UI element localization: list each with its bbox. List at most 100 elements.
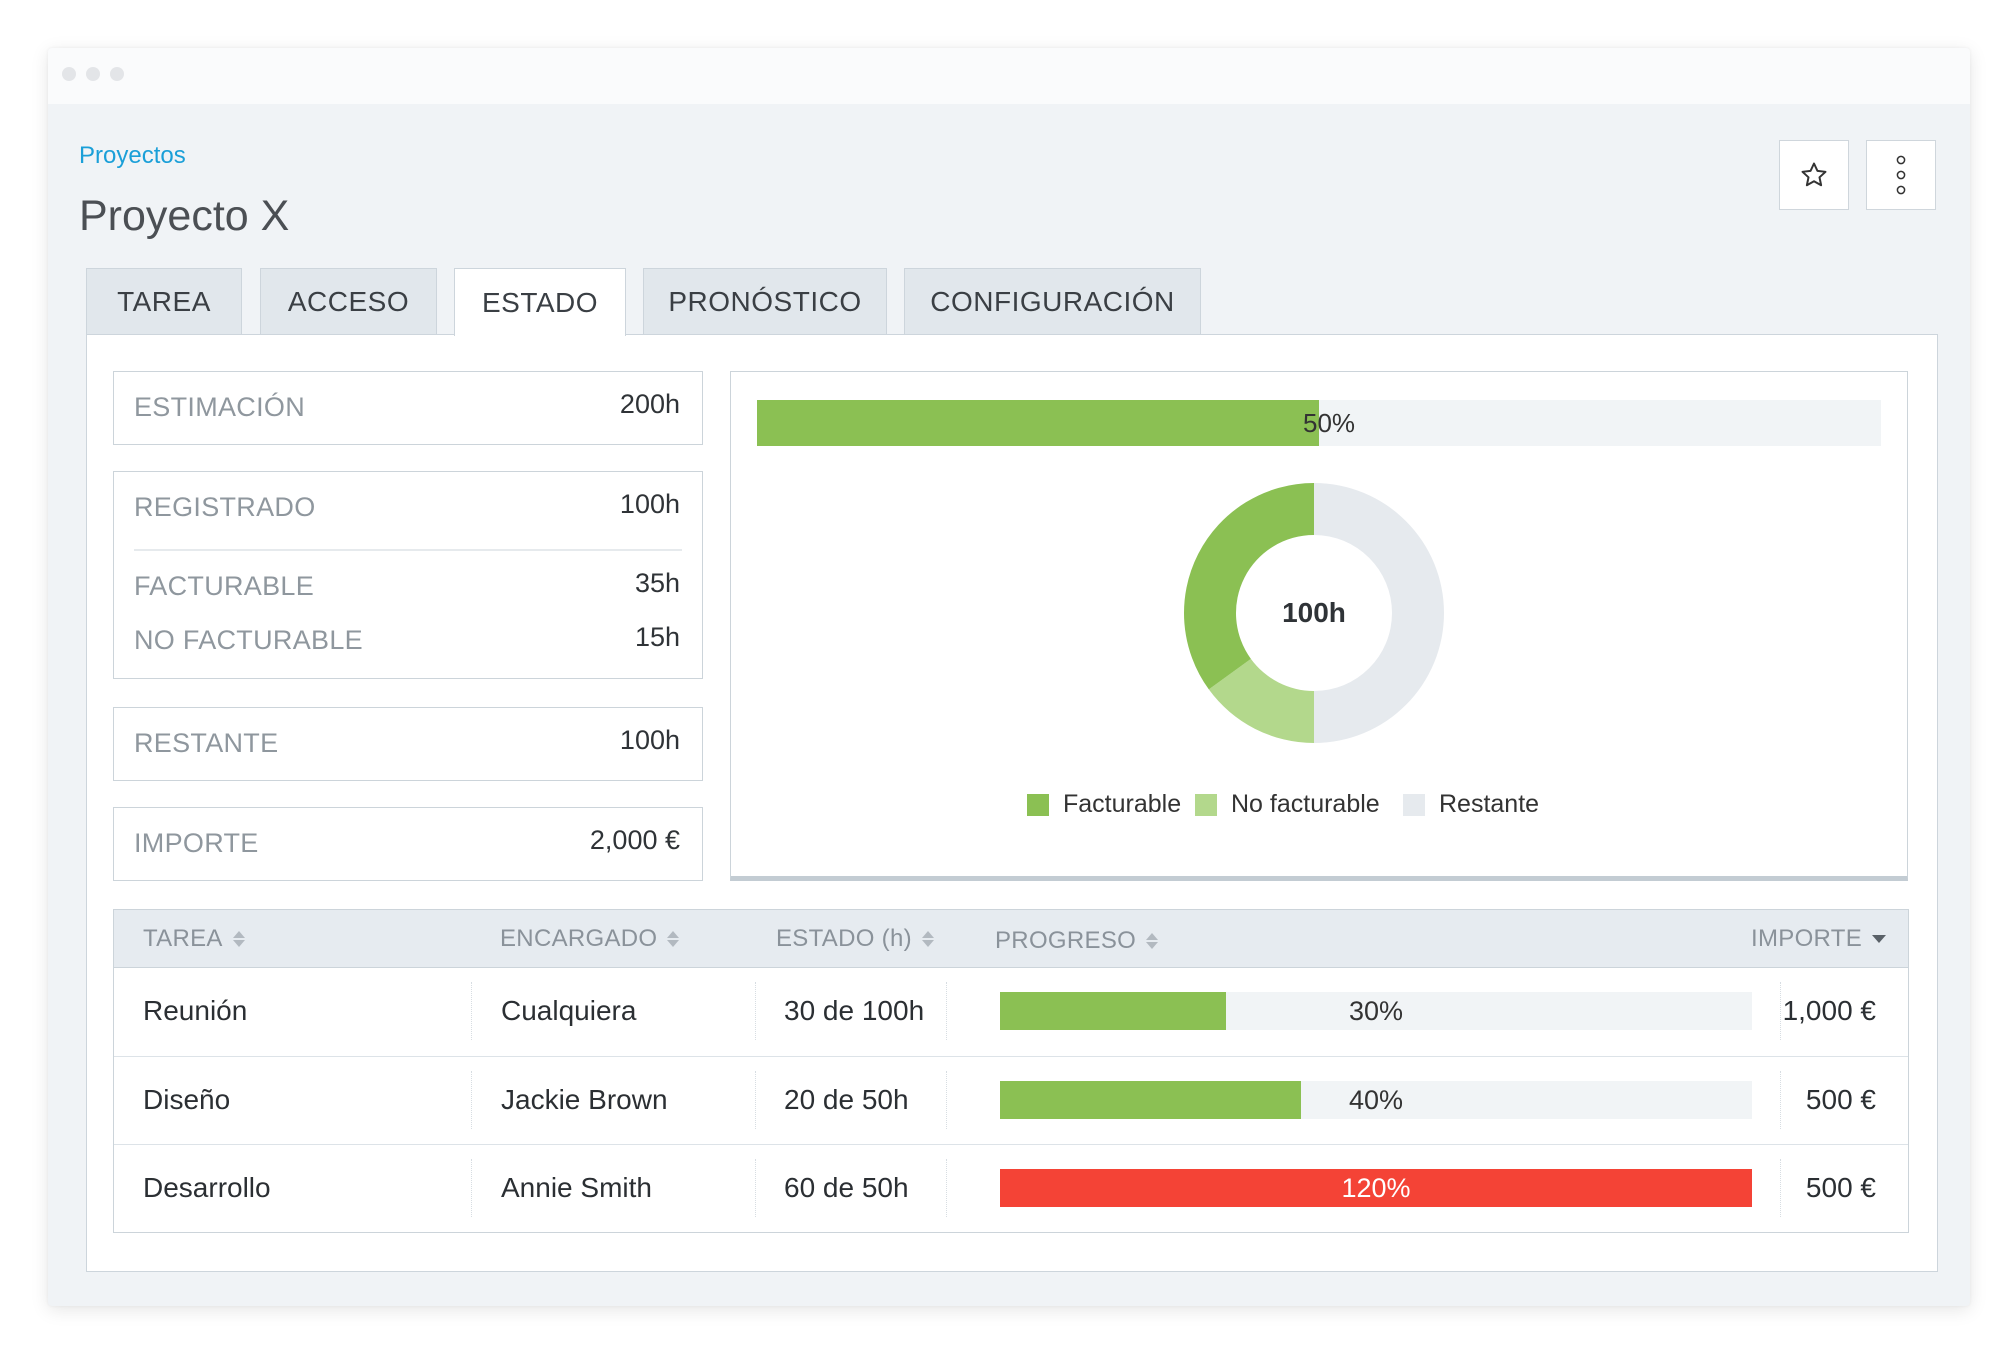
- importe-value: 2,000 €: [589, 825, 680, 855]
- column-divider: [755, 1159, 756, 1217]
- donut-chart: 100h: [1183, 482, 1445, 744]
- column-header-importe[interactable]: IMPORTE: [1751, 925, 1887, 953]
- legend-swatch: [1027, 793, 1049, 816]
- legend-item-restante[interactable]: Restante: [1403, 790, 1539, 819]
- row-progress-bar: 40%: [1000, 1081, 1752, 1119]
- cell-estado: 30 de 100h: [784, 995, 925, 1026]
- registrado-value: 100h: [619, 489, 680, 519]
- donut-center-label: 100h: [1282, 597, 1346, 628]
- legend-swatch: [1195, 793, 1217, 816]
- breadcrumb-proyectos[interactable]: Proyectos: [79, 142, 186, 169]
- divider: [134, 549, 682, 551]
- facturable-value: 35h: [634, 568, 680, 598]
- row-progress-fill: [1000, 992, 1226, 1030]
- estimacion-card: ESTIMACIÓN 200h: [113, 371, 703, 445]
- tab-pronostico[interactable]: PRONÓSTICO: [643, 268, 887, 334]
- legend-swatch: [1403, 793, 1425, 816]
- tab-estado[interactable]: ESTADO: [454, 268, 626, 336]
- cell-encargado: Cualquiera: [501, 995, 637, 1026]
- column-divider: [755, 1071, 756, 1129]
- column-header-label: ESTADO (h): [776, 925, 912, 952]
- estado-panel: ESTIMACIÓN 200h REGISTRADO 100h FACTURAB…: [86, 334, 1938, 1272]
- estimacion-label: ESTIMACIÓN: [134, 392, 306, 422]
- table-header: TAREA ENCARGADO ESTADO (h) PROGRESO IMPO…: [114, 910, 1908, 968]
- column-divider: [755, 982, 756, 1040]
- donut-slice-facturable[interactable]: [1184, 483, 1314, 690]
- cell-tarea: Diseño: [143, 1084, 231, 1115]
- registrado-label: REGISTRADO: [134, 492, 316, 522]
- tab-acceso[interactable]: ACCESO: [260, 268, 437, 334]
- window-dot-close[interactable]: [62, 67, 76, 81]
- legend-label: No facturable: [1231, 790, 1380, 818]
- column-header-label: TAREA: [143, 925, 223, 952]
- app-window: Proyectos Proyecto X TAREA ACCESO ESTADO…: [48, 48, 1970, 1306]
- overall-progress-label: 50%: [1303, 408, 1356, 438]
- cell-tarea: Desarrollo: [143, 1172, 271, 1203]
- window-dot-maximize[interactable]: [110, 67, 124, 81]
- row-progress-label: 40%: [1348, 1085, 1404, 1115]
- column-divider: [1780, 982, 1781, 1040]
- favorite-button[interactable]: [1779, 140, 1849, 210]
- column-header-encargado[interactable]: ENCARGADO: [500, 925, 680, 953]
- sort-descending-icon: [1872, 935, 1887, 943]
- table-row[interactable]: Reunión Cualquiera 30 de 100h 30% 1,000 …: [114, 968, 1908, 1056]
- column-divider: [946, 1071, 947, 1129]
- window-dot-minimize[interactable]: [86, 67, 100, 81]
- column-divider: [946, 1159, 947, 1217]
- tasks-table: TAREA ENCARGADO ESTADO (h) PROGRESO IMPO…: [113, 909, 1909, 1233]
- sort-icon: [667, 928, 680, 950]
- table-row[interactable]: Diseño Jackie Brown 20 de 50h 40% 500 €: [114, 1056, 1908, 1144]
- cell-importe: 1,000 €: [1782, 995, 1876, 1026]
- table-row[interactable]: Desarrollo Annie Smith 60 de 50h 120% 50…: [114, 1144, 1908, 1232]
- star-icon: [1801, 162, 1827, 187]
- overall-progress-bar: 50%: [757, 400, 1881, 446]
- column-header-label: PROGRESO: [995, 927, 1137, 954]
- cell-estado: 20 de 50h: [784, 1084, 909, 1115]
- legend-item-facturable[interactable]: Facturable: [1027, 790, 1181, 819]
- cell-tarea: Reunión: [143, 995, 248, 1026]
- cell-encargado: Jackie Brown: [501, 1084, 668, 1115]
- column-header-progreso[interactable]: PROGRESO: [995, 927, 1159, 955]
- sort-icon: [1146, 930, 1159, 952]
- row-progress-label: 120%: [1341, 1173, 1411, 1203]
- restante-label: RESTANTE: [134, 728, 279, 758]
- column-header-estado[interactable]: ESTADO (h): [776, 925, 934, 953]
- cell-importe: 500 €: [1805, 1084, 1876, 1115]
- overall-progress-fill: [757, 400, 1319, 446]
- tab-configuracion[interactable]: CONFIGURACIÓN: [904, 268, 1201, 334]
- column-divider: [1780, 1159, 1781, 1217]
- donut-svg: [1184, 483, 1444, 743]
- column-divider: [1780, 1071, 1781, 1129]
- page-title: Proyecto X: [79, 192, 290, 240]
- cell-importe: 500 €: [1805, 1172, 1876, 1203]
- cell-encargado: Annie Smith: [501, 1172, 652, 1203]
- no-facturable-value: 15h: [634, 622, 680, 652]
- legend-item-no-facturable[interactable]: No facturable: [1195, 790, 1380, 819]
- row-progress-bar: 120%: [1000, 1169, 1752, 1207]
- column-divider: [471, 982, 472, 1040]
- column-divider: [471, 1071, 472, 1129]
- tab-tarea[interactable]: TAREA: [86, 268, 242, 334]
- importe-label: IMPORTE: [134, 828, 259, 858]
- restante-value: 100h: [619, 725, 680, 755]
- registrado-card: REGISTRADO 100h FACTURABLE 35h NO FACTUR…: [113, 471, 703, 679]
- cell-estado: 60 de 50h: [784, 1172, 909, 1203]
- more-options-button[interactable]: [1866, 140, 1936, 210]
- column-header-label: IMPORTE: [1751, 925, 1863, 952]
- donut-slice-no-facturable[interactable]: [1208, 658, 1314, 743]
- column-divider: [471, 1159, 472, 1217]
- column-header-tarea[interactable]: TAREA: [143, 925, 245, 953]
- window-titlebar: [48, 48, 1970, 104]
- no-facturable-label: NO FACTURABLE: [134, 625, 363, 655]
- chart-card: 50% 100h Facturable No facturable Restan…: [730, 371, 1908, 881]
- row-progress-fill: [1000, 1081, 1301, 1119]
- restante-card: RESTANTE 100h: [113, 707, 703, 781]
- donut-slice-restante[interactable]: [1314, 483, 1444, 743]
- vertical-dots-icon: [1896, 155, 1906, 195]
- row-progress-bar: 30%: [1000, 992, 1752, 1030]
- row-progress-fill: [1000, 1169, 1752, 1207]
- sort-icon: [921, 928, 934, 950]
- sort-icon: [232, 928, 245, 950]
- estimacion-value: 200h: [619, 389, 680, 419]
- facturable-label: FACTURABLE: [134, 571, 315, 601]
